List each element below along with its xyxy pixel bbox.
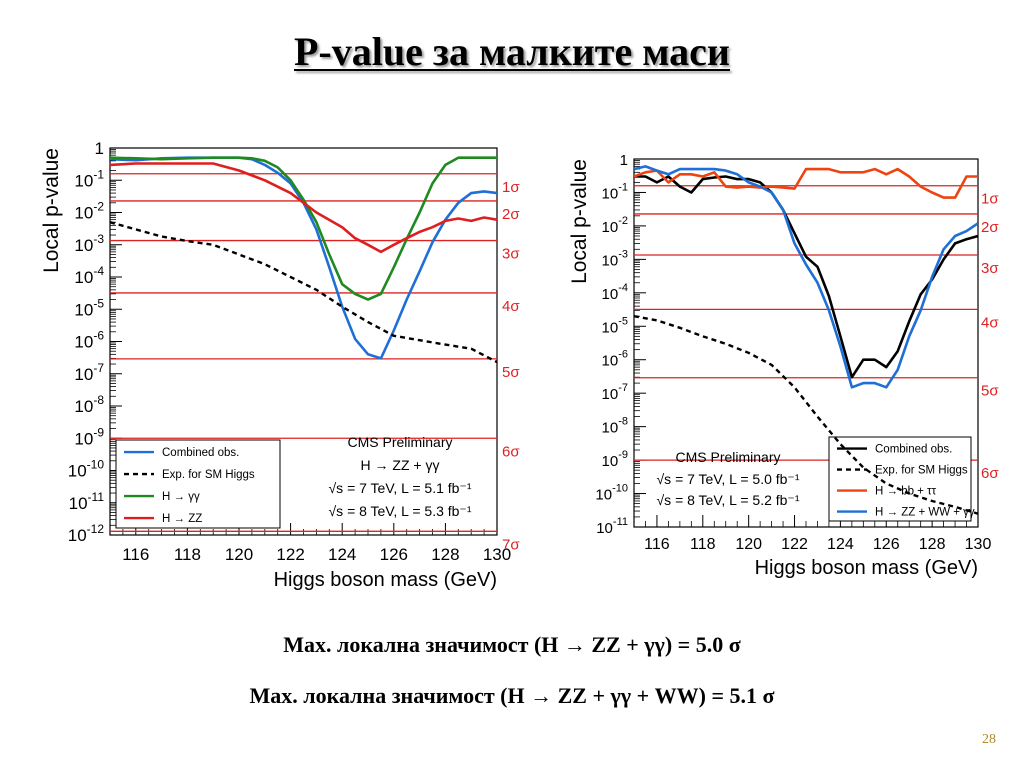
y-tick-label: 10-9 xyxy=(602,449,628,470)
y-tick-label: 10-10 xyxy=(68,458,105,481)
sigma-label: 4σ xyxy=(981,314,999,331)
series-line-0 xyxy=(634,175,978,379)
y-tick-label: 10-11 xyxy=(69,490,105,513)
x-tick-label: 124 xyxy=(827,536,854,553)
y-tick-label: 10-8 xyxy=(74,393,104,416)
x-tick-label: 130 xyxy=(483,545,511,564)
legend-label: Exp. for SM Higgs xyxy=(162,469,255,481)
annotation-text: √s = 8 TeV, L = 5.3 fb⁻¹ xyxy=(329,503,472,519)
sigma-label: 6σ xyxy=(502,443,520,460)
annotation-text: √s = 7 TeV, L = 5.1 fb⁻¹ xyxy=(329,480,472,496)
y-tick-label: 10-2 xyxy=(602,215,628,236)
y-axis-title: Local p-value xyxy=(568,159,591,284)
legend-label: Exp. for SM Higgs xyxy=(875,465,968,477)
sigma-label: 2σ xyxy=(502,206,520,223)
series-line-3 xyxy=(110,162,497,254)
y-tick-label: 1 xyxy=(620,152,628,169)
legend-box xyxy=(115,439,281,529)
page-number: 28 xyxy=(982,732,996,747)
y-tick-label: 10-1 xyxy=(74,167,104,190)
x-axis-title: Higgs boson mass (GeV) xyxy=(274,569,497,591)
sigma-label: 5σ xyxy=(502,364,520,381)
sigma-label: 3σ xyxy=(981,260,999,277)
slide-title: P-value за малките маси xyxy=(0,28,1024,75)
series-line-3 xyxy=(634,165,978,389)
series-line-1 xyxy=(634,315,978,515)
annotation-text: √s = 8 TeV, L = 5.2 fb⁻¹ xyxy=(657,492,800,508)
legend-label: H → ZZ xyxy=(162,513,202,525)
series-line-0 xyxy=(110,156,497,360)
sigma-label: 5σ xyxy=(981,383,999,400)
annotation-text: H → ZZ + γγ xyxy=(361,457,440,473)
legend-label: Combined obs. xyxy=(875,444,952,456)
x-tick-label: 130 xyxy=(965,536,992,553)
y-tick-label: 10-6 xyxy=(602,349,628,370)
y-tick-label: 10-7 xyxy=(74,361,104,384)
sigma-label: 1σ xyxy=(981,191,999,208)
legend-label: Combined obs. xyxy=(162,447,239,459)
x-tick-label: 118 xyxy=(690,536,716,553)
legend-label: H → γγ xyxy=(162,491,200,503)
x-tick-label: 120 xyxy=(735,536,762,553)
y-tick-label: 10-7 xyxy=(602,382,628,403)
annotation-text: CMS Preliminary xyxy=(347,434,452,450)
x-tick-label: 116 xyxy=(122,545,149,564)
sigma-label: 1σ xyxy=(502,179,520,196)
legend-box xyxy=(828,436,972,522)
y-tick-label: 10-3 xyxy=(74,232,104,255)
series-line-1 xyxy=(110,221,497,364)
y-axis-title: Local p-value xyxy=(40,148,63,273)
slide-title-text: P-value за малките маси xyxy=(294,29,730,74)
y-tick-label: 10-2 xyxy=(74,200,104,223)
y-tick-label: 1 xyxy=(95,139,104,158)
y-tick-label: 10-4 xyxy=(602,282,628,303)
y-tick-label: 10-12 xyxy=(68,522,105,545)
x-axis-title: Higgs boson mass (GeV) xyxy=(755,557,978,579)
summary-line-1: Max. локална значимост (H → ZZ + γγ) = 5… xyxy=(283,632,741,657)
sigma-label: 7σ xyxy=(502,536,520,553)
x-tick-label: 124 xyxy=(328,545,356,564)
x-tick-label: 126 xyxy=(380,545,408,564)
series-line-2 xyxy=(110,156,497,301)
x-tick-label: 120 xyxy=(225,545,253,564)
y-tick-label: 10-6 xyxy=(74,329,104,352)
series-group xyxy=(634,165,978,515)
y-tick-label: 10-1 xyxy=(602,181,628,202)
x-tick-label: 122 xyxy=(276,545,304,564)
y-tick-label: 10-4 xyxy=(74,264,104,287)
legend-label: H → bb + ττ xyxy=(875,486,937,498)
x-tick-label: 128 xyxy=(431,545,459,564)
y-tick-label: 10-11 xyxy=(596,516,628,537)
y-tick-label: 10-5 xyxy=(74,296,104,319)
sigma-label: 6σ xyxy=(981,465,999,482)
legend-label: H → ZZ + WW + γγ xyxy=(875,507,975,519)
x-tick-label: 116 xyxy=(644,536,670,553)
x-tick-label: 128 xyxy=(919,536,946,553)
sigma-label: 4σ xyxy=(502,298,520,315)
sigma-label: 3σ xyxy=(502,246,520,263)
x-tick-label: 122 xyxy=(781,536,808,553)
y-tick-label: 10-9 xyxy=(74,425,104,448)
y-tick-label: 10-10 xyxy=(595,483,628,504)
sigma-label: 2σ xyxy=(981,219,999,236)
y-tick-label: 10-3 xyxy=(602,248,628,269)
x-tick-label: 126 xyxy=(873,536,900,553)
annotation-text: CMS Preliminary xyxy=(675,449,780,465)
x-tick-label: 118 xyxy=(174,545,201,564)
plot-frame xyxy=(633,158,979,528)
y-tick-label: 10-8 xyxy=(602,416,628,437)
series-group xyxy=(110,156,497,364)
annotation-text: √s = 7 TeV, L = 5.0 fb⁻¹ xyxy=(657,471,800,487)
plot-frame xyxy=(109,147,498,536)
series-line-2 xyxy=(634,167,978,199)
summary-line-2: Max. локална значимост (H → ZZ + γγ + WW… xyxy=(249,683,775,708)
y-tick-label: 10-5 xyxy=(602,315,628,336)
